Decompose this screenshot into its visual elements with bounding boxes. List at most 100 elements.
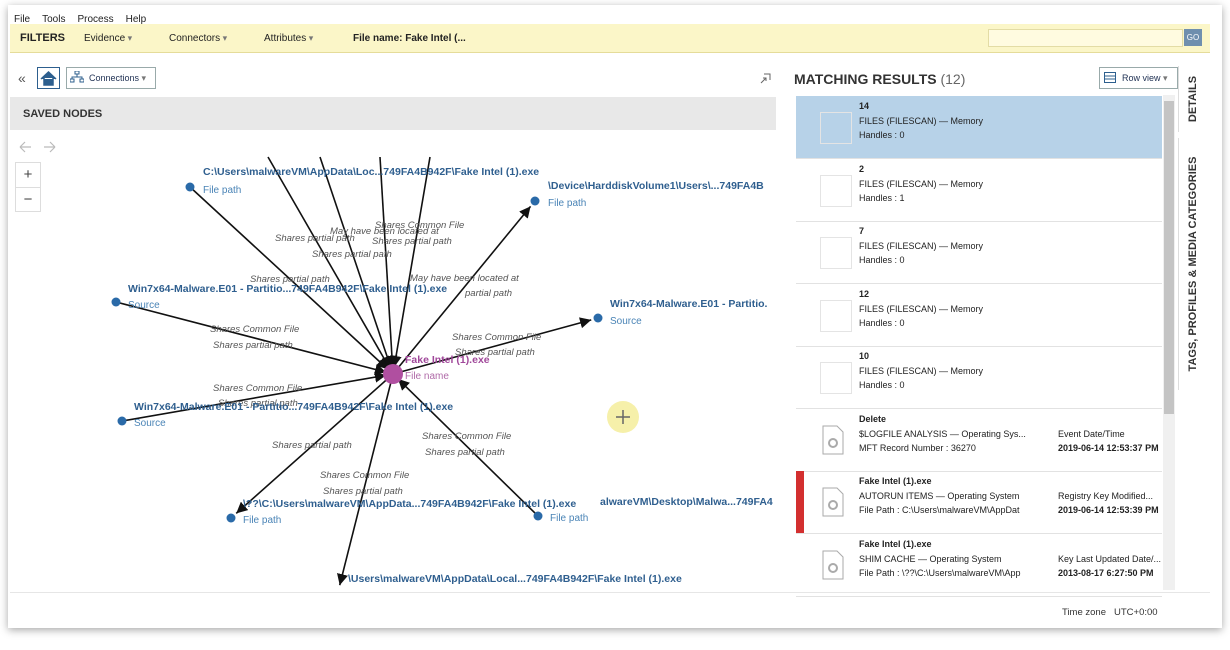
edge — [397, 378, 539, 517]
home-button[interactable] — [37, 67, 60, 89]
row-view-dropdown[interactable]: Row view — [1099, 67, 1178, 89]
connections-dropdown[interactable]: Connections — [66, 67, 156, 89]
results-title: MATCHING RESULTS — [794, 71, 937, 87]
result-row[interactable]: Fake Intel (1).exe AUTORUN ITEMS — Operat… — [796, 471, 1162, 534]
thumbnail — [820, 237, 852, 269]
row-view-label: Row view — [1122, 73, 1168, 83]
line1: FILES (FILESCAN) — Memory — [859, 241, 984, 251]
filters-title: FILTERS — [20, 32, 66, 44]
node-label: alwareVM\Desktop\Malwa...749FA4 — [600, 496, 773, 508]
node-type: Source — [134, 418, 166, 429]
menu-bar: File Tools Process Help — [14, 9, 158, 27]
results-header: MATCHING RESULTS (12) — [794, 71, 965, 87]
result-row[interactable]: 14 FILES (FILESCAN) — Memory Handles : 0 — [796, 96, 1162, 159]
edge — [379, 156, 398, 368]
thumbnail — [820, 425, 850, 455]
node — [593, 313, 603, 323]
edge-label: Shares partial path — [372, 236, 452, 247]
node — [533, 511, 543, 521]
edge-label: Shares Common File — [213, 383, 302, 394]
search-input[interactable] — [988, 29, 1183, 47]
edge — [115, 301, 387, 375]
edge-label: Shares partial path — [455, 347, 535, 358]
title: 7 — [859, 226, 865, 236]
menu-item[interactable]: File — [14, 14, 31, 25]
node — [383, 364, 403, 384]
edge-label: Shares partial path — [272, 440, 352, 451]
tags-tab[interactable]: TAGS, PROFILES & MEDIA CATEGORIES — [1178, 138, 1207, 390]
right-value: 2019-06-14 12:53:39 PM — [1058, 505, 1159, 515]
line1: FILES (FILESCAN) — Memory — [859, 116, 984, 126]
filter-dropdown[interactable]: Connectors — [169, 33, 227, 44]
file-icon — [822, 425, 844, 454]
line2: Handles : 0 — [859, 317, 905, 328]
right-label: Event Date/Time — [1058, 428, 1125, 439]
edge — [390, 156, 431, 368]
title: 14 — [859, 101, 870, 111]
line2: File Path : \??\C:\Users\malwareVM\App — [859, 567, 1021, 578]
node-label: \Device\HarddiskVolume1\Users\...749FA4B — [548, 180, 764, 192]
collapse-button[interactable]: « — [18, 70, 26, 86]
go-button[interactable]: GO — [1184, 29, 1202, 46]
filter-dropdown[interactable]: Attributes — [264, 33, 313, 44]
result-row[interactable]: Fake Intel (1).exe SHIM CACHE — Operating… — [796, 534, 1162, 597]
status-bar: Time zone UTC+0:00 — [10, 592, 1210, 629]
result-row[interactable]: 7 FILES (FILESCAN) — Memory Handles : 0 — [796, 221, 1162, 284]
thumbnail — [820, 487, 850, 517]
node-label: C:\Users\malwareVM\AppData\Loc...749FA4B… — [203, 166, 539, 178]
filter-dropdown[interactable]: Evidence — [84, 33, 132, 44]
edge — [337, 373, 394, 586]
menu-item[interactable]: Process — [77, 14, 114, 25]
connections-icon — [70, 71, 84, 83]
edge — [392, 205, 532, 375]
flag — [796, 471, 804, 533]
result-row[interactable]: 10 FILES (FILESCAN) — Memory Handles : 0 — [796, 346, 1162, 409]
file-name-filter[interactable]: File name: Fake Intel (... — [353, 33, 466, 44]
edge — [235, 373, 394, 514]
zoom-in[interactable]: + — [16, 163, 40, 188]
line1: SHIM CACHE — Operating System — [859, 553, 1002, 564]
saved-nodes-header: SAVED NODES — [10, 97, 776, 130]
line1: FILES (FILESCAN) — Memory — [859, 178, 984, 189]
zoom-out[interactable]: − — [23, 191, 33, 208]
edge-label: May have been located at — [330, 226, 439, 237]
popout-icon[interactable] — [760, 73, 771, 84]
scrollbar — [1163, 95, 1175, 590]
edge-label: May have been located at — [410, 273, 519, 284]
history-arrows[interactable] — [18, 140, 60, 154]
line2: Handles : 0 — [859, 380, 905, 390]
right-value: 2019-06-14 12:53:37 PM — [1058, 442, 1159, 453]
edge-label: Shares partial path — [323, 486, 403, 497]
results-count: (12) — [940, 71, 966, 87]
menu-item[interactable]: Help — [125, 14, 147, 25]
line2: Handles : 1 — [859, 192, 905, 203]
node-type: File name — [405, 371, 449, 382]
result-row[interactable]: 2 FILES (FILESCAN) — Memory Handles : 1 — [796, 159, 1162, 222]
node — [117, 416, 127, 426]
node — [185, 182, 195, 192]
title: 2 — [859, 163, 865, 174]
result-row[interactable]: 12 FILES (FILESCAN) — Memory Handles : 0 — [796, 284, 1162, 347]
line2: Handles : 0 — [859, 255, 905, 265]
result-row[interactable]: Delete $LOGFILE ANALYSIS — Operating Sys.… — [796, 409, 1162, 472]
node-type: File path — [203, 185, 241, 196]
edge-label: Shares partial path — [218, 398, 298, 409]
edge-label: Shares partial path — [312, 249, 392, 260]
node-type: File path — [243, 515, 281, 526]
node — [530, 196, 540, 206]
connections-label: Connections — [89, 73, 146, 83]
thumbnail — [820, 550, 850, 580]
timezone-value: UTC+0:00 — [1114, 607, 1158, 618]
edge-label: Shares Common File — [210, 324, 299, 335]
edge — [319, 156, 393, 368]
tab-label: TAGS, PROFILES & MEDIA CATEGORIES — [1187, 156, 1199, 372]
edge-label: Shares Common File — [375, 220, 464, 231]
tab-label: DETAILS — [1187, 75, 1199, 123]
details-tab[interactable]: DETAILS — [1178, 66, 1207, 132]
menu-item[interactable]: Tools — [42, 14, 66, 25]
node-label: \Users\malwareVM\AppData\Local...749FA4B… — [348, 573, 682, 585]
cursor — [616, 410, 630, 424]
line1: FILES (FILESCAN) — Memory — [859, 366, 984, 376]
